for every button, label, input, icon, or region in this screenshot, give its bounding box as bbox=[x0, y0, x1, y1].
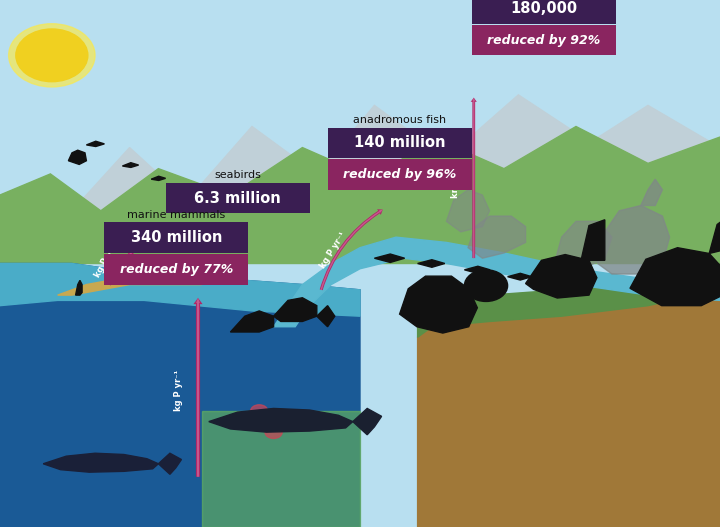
Polygon shape bbox=[0, 126, 720, 264]
FancyBboxPatch shape bbox=[472, 0, 616, 24]
Polygon shape bbox=[43, 453, 158, 472]
Polygon shape bbox=[547, 279, 570, 285]
Polygon shape bbox=[274, 298, 317, 321]
Polygon shape bbox=[230, 311, 274, 332]
Polygon shape bbox=[464, 266, 490, 274]
Polygon shape bbox=[151, 176, 166, 180]
FancyBboxPatch shape bbox=[328, 128, 472, 158]
FancyArrowPatch shape bbox=[472, 97, 475, 258]
FancyBboxPatch shape bbox=[104, 222, 248, 253]
Polygon shape bbox=[317, 306, 335, 327]
Text: 340 million: 340 million bbox=[131, 230, 222, 245]
Text: 6.3 million: 6.3 million bbox=[194, 191, 281, 206]
Polygon shape bbox=[418, 290, 720, 527]
Text: 180,000: 180,000 bbox=[510, 1, 577, 16]
Text: km² yr⁻¹: km² yr⁻¹ bbox=[451, 160, 459, 199]
Polygon shape bbox=[374, 254, 405, 262]
Circle shape bbox=[16, 29, 88, 82]
Text: kg P yr⁻¹: kg P yr⁻¹ bbox=[318, 230, 347, 270]
Polygon shape bbox=[554, 221, 612, 269]
Polygon shape bbox=[508, 274, 532, 280]
Polygon shape bbox=[630, 248, 720, 306]
Circle shape bbox=[265, 426, 282, 438]
Text: seabirds: seabirds bbox=[214, 170, 261, 180]
FancyArrowPatch shape bbox=[471, 97, 477, 258]
Polygon shape bbox=[400, 276, 477, 333]
Text: reduced by 77%: reduced by 77% bbox=[120, 263, 233, 276]
Circle shape bbox=[251, 405, 268, 417]
Polygon shape bbox=[274, 237, 720, 327]
Polygon shape bbox=[641, 179, 662, 206]
Polygon shape bbox=[86, 141, 104, 147]
Text: reduced by 92%: reduced by 92% bbox=[487, 34, 600, 46]
FancyArrowPatch shape bbox=[194, 298, 202, 477]
Text: marine mammals: marine mammals bbox=[127, 210, 225, 220]
FancyBboxPatch shape bbox=[472, 25, 616, 55]
Polygon shape bbox=[526, 255, 597, 298]
Polygon shape bbox=[353, 408, 382, 435]
FancyArrowPatch shape bbox=[320, 209, 383, 290]
FancyArrowPatch shape bbox=[320, 210, 383, 290]
Text: kg P yr⁻¹: kg P yr⁻¹ bbox=[93, 238, 120, 279]
Polygon shape bbox=[202, 411, 360, 527]
Polygon shape bbox=[418, 260, 445, 267]
FancyArrowPatch shape bbox=[196, 298, 200, 477]
Bar bbox=[0, 0, 720, 264]
Polygon shape bbox=[598, 206, 670, 274]
FancyBboxPatch shape bbox=[166, 183, 310, 213]
Text: kg P yr⁻¹: kg P yr⁻¹ bbox=[174, 369, 183, 411]
Circle shape bbox=[9, 24, 95, 87]
Polygon shape bbox=[58, 274, 202, 295]
Polygon shape bbox=[0, 264, 360, 527]
Polygon shape bbox=[581, 220, 605, 260]
Polygon shape bbox=[122, 163, 138, 168]
Text: 140 million: 140 million bbox=[354, 135, 446, 150]
FancyArrowPatch shape bbox=[109, 227, 202, 285]
Polygon shape bbox=[0, 264, 360, 316]
Polygon shape bbox=[68, 150, 86, 164]
Polygon shape bbox=[709, 213, 720, 253]
Polygon shape bbox=[187, 184, 200, 188]
FancyBboxPatch shape bbox=[328, 159, 472, 190]
Circle shape bbox=[279, 415, 297, 428]
Polygon shape bbox=[418, 264, 720, 337]
Polygon shape bbox=[468, 216, 526, 258]
Polygon shape bbox=[209, 408, 353, 432]
FancyArrowPatch shape bbox=[107, 225, 202, 286]
Text: reduced by 96%: reduced by 96% bbox=[343, 168, 456, 181]
Circle shape bbox=[464, 270, 508, 301]
Polygon shape bbox=[0, 95, 720, 237]
FancyBboxPatch shape bbox=[104, 254, 248, 285]
Text: anadromous fish: anadromous fish bbox=[353, 115, 446, 125]
Polygon shape bbox=[446, 190, 490, 232]
Polygon shape bbox=[76, 280, 82, 295]
Polygon shape bbox=[158, 453, 181, 474]
